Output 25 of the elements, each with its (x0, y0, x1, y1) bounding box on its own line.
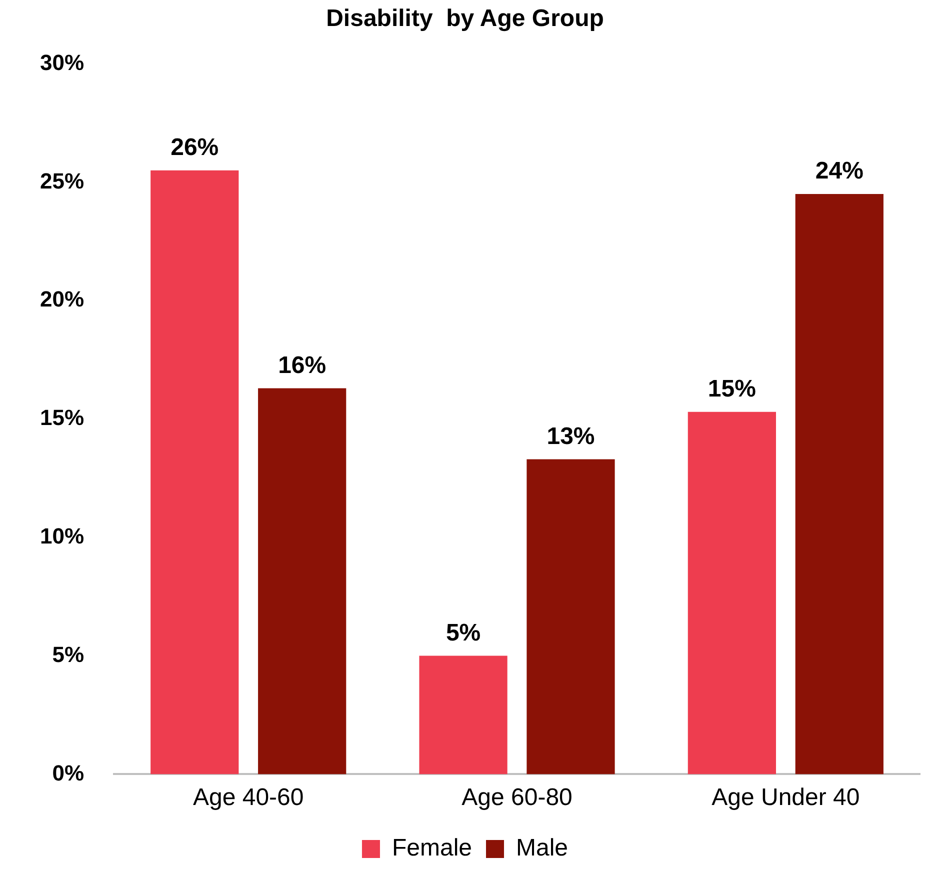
bar (795, 194, 884, 774)
bar (150, 170, 239, 774)
y-tick-label: 5% (52, 642, 84, 667)
y-tick-label: 20% (40, 286, 84, 312)
data-label: 24% (815, 158, 864, 185)
data-label: 13% (546, 422, 595, 450)
legend-label: Male (516, 834, 568, 862)
bar (258, 388, 346, 774)
bar (526, 459, 615, 774)
x-tick-label: Age 40-60 (192, 784, 304, 812)
data-label: 26% (170, 134, 219, 161)
x-tick-label: Age Under 40 (712, 784, 860, 812)
data-label: 16% (278, 352, 326, 379)
bar (688, 412, 776, 774)
bar (419, 656, 508, 774)
data-label: 5% (446, 619, 481, 646)
y-tick-label: 0% (52, 760, 84, 786)
chart-title: Disability by Age Group (326, 5, 604, 32)
y-tick-label: 15% (40, 405, 84, 430)
x-tick-label: Age 60-80 (462, 784, 572, 812)
y-tick-label: 30% (40, 50, 84, 75)
y-tick-label: 10% (40, 523, 84, 548)
y-tick-label: 25% (40, 168, 84, 194)
data-label: 15% (708, 376, 756, 403)
legend-label: Female (392, 834, 472, 862)
